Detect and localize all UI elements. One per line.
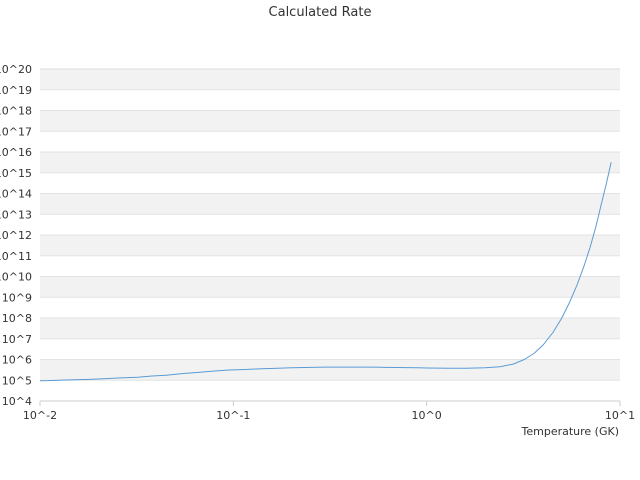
series-line	[39, 162, 612, 382]
y-tick-label: 10^18	[0, 105, 32, 118]
grid-band	[40, 152, 620, 173]
grid-band	[40, 69, 620, 90]
x-tick-label: 10^0	[412, 409, 442, 422]
y-tick-label: 10^15	[0, 167, 32, 180]
y-tick-label: 10^14	[0, 188, 32, 201]
y-axis-ticks: 10^4 10^5 10^6 10^7 10^8 10^9 10^10 10^11 10^12 1…	[0, 63, 32, 408]
y-tick-label: 10^7	[2, 333, 32, 346]
y-tick-label: 10^13	[0, 208, 32, 221]
grid-band	[40, 318, 620, 339]
grid-bands	[40, 69, 620, 381]
y-tick-label: 10^10	[0, 271, 32, 284]
x-axis-label: Temperature (GK)	[521, 425, 620, 438]
grid-band	[40, 235, 620, 256]
y-tick-label: 10^16	[0, 146, 32, 159]
grid-lines	[40, 68, 620, 402]
y-tick-label: 10^6	[2, 354, 32, 367]
y-tick-label: 10^5	[2, 374, 32, 387]
y-tick-label: 10^12	[0, 229, 32, 242]
x-tick-label: 10^-1	[216, 409, 250, 422]
x-axis-ticks: 10^-2 10^-1 10^0 10^1	[23, 401, 635, 422]
y-tick-label: 10^19	[0, 84, 32, 97]
x-tick-label: 10^-2	[23, 409, 57, 422]
grid-band	[40, 359, 620, 381]
chart-title: Calculated Rate	[269, 5, 372, 20]
y-tick-label: 10^11	[0, 250, 32, 263]
y-tick-label: 10^4	[2, 395, 32, 408]
y-tick-label: 10^20	[0, 63, 32, 76]
grid-band	[40, 193, 620, 215]
series-group	[39, 162, 612, 382]
y-tick-label: 10^9	[2, 291, 32, 304]
y-tick-label: 10^17	[0, 125, 32, 138]
grid-band	[40, 110, 620, 132]
y-tick-label: 10^8	[2, 312, 32, 325]
grid-band	[40, 276, 620, 298]
x-tick-label: 10^1	[605, 409, 635, 422]
